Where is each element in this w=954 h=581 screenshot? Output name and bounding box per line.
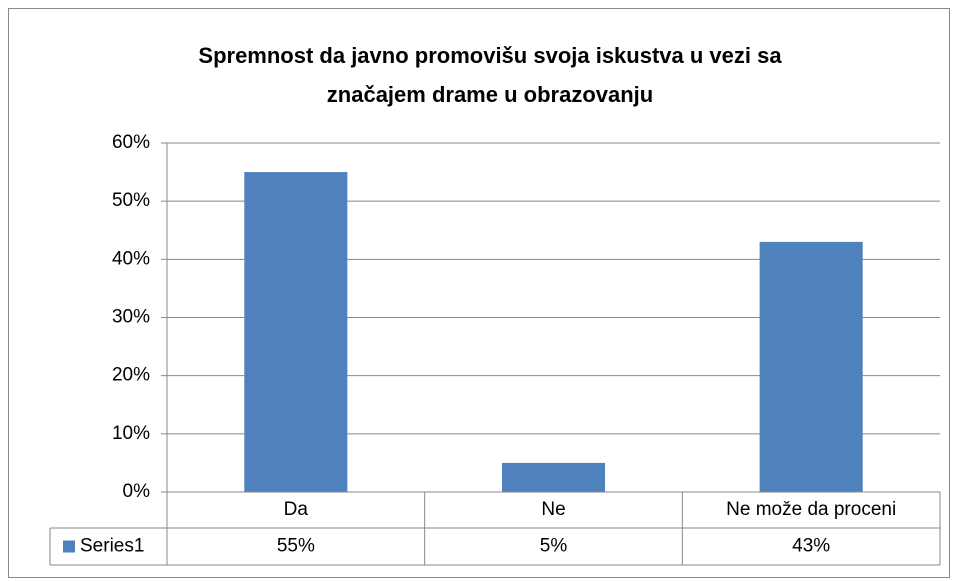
table-value: 43% [792,536,830,557]
y-tick-label: 10% [112,423,150,444]
y-tick-label: 20% [112,365,150,386]
table-value: 55% [277,536,315,557]
bar [244,172,348,493]
bar [759,241,863,492]
legend-key [63,540,75,553]
y-tick-label: 0% [123,481,151,502]
y-tick-label: 50% [112,190,150,211]
legend-label: Series1 [80,536,144,557]
x-tick-label: Ne može da proceni [726,499,896,520]
bar [501,462,606,492]
x-tick-label: Ne [541,499,565,520]
y-tick-label: 60% [112,132,150,153]
y-tick-label: 40% [112,248,150,269]
chart-title: Spremnost da javno promovišu svoja iskus… [198,43,782,107]
x-tick-label: Da [284,499,309,520]
y-tick-label: 30% [112,307,150,328]
table-value: 5% [540,536,568,557]
